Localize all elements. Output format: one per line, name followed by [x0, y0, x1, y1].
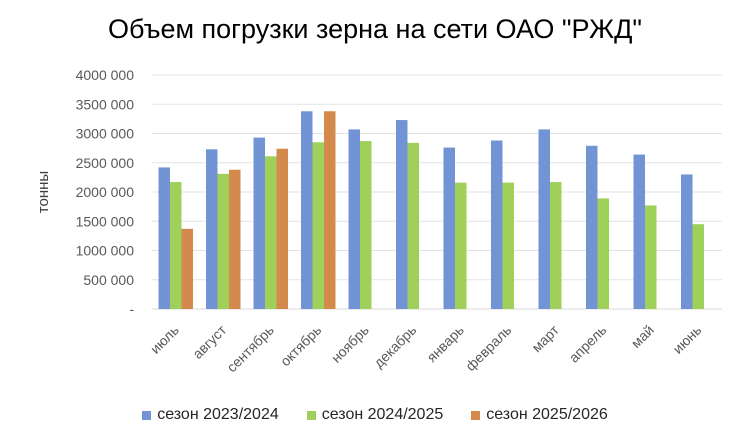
bar: [253, 137, 265, 309]
bar: [491, 140, 503, 309]
bar: [229, 169, 241, 309]
bar: [681, 174, 693, 309]
bar: [170, 182, 182, 309]
x-tick-label: июль: [147, 322, 182, 357]
y-tick-label: 2500 000: [76, 155, 135, 171]
bar: [692, 224, 704, 309]
x-tick-label: январь: [423, 322, 466, 365]
bar: [158, 167, 170, 309]
y-tick-label: 500 000: [83, 272, 134, 288]
y-tick-label: 1500 000: [76, 213, 135, 229]
legend-item: сезон 2024/2025: [306, 406, 444, 424]
bar: [633, 154, 645, 309]
bar: [502, 182, 514, 309]
legend-label: сезон 2025/2026: [486, 406, 608, 423]
x-tick-label: февраль: [462, 322, 514, 374]
y-tick-label: 3000 000: [76, 126, 135, 142]
bar: [396, 120, 408, 309]
bar: [597, 198, 609, 309]
bar: [348, 129, 360, 309]
bar: [324, 111, 336, 310]
bar: [312, 142, 324, 309]
legend-swatch: [142, 410, 152, 420]
x-tick-label: май: [628, 322, 657, 351]
x-tick-label: июнь: [669, 322, 704, 357]
bar: [538, 129, 550, 309]
bar: [360, 141, 372, 309]
bar: [550, 182, 562, 309]
legend-label: сезон 2023/2024: [157, 406, 279, 423]
chart-title: Объем погрузки зерна на сети ОАО "РЖД": [108, 14, 642, 44]
y-tick-label: 4000 000: [76, 67, 135, 83]
bar: [181, 228, 193, 309]
y-tick-label: 2000 000: [76, 184, 135, 200]
bar: [407, 142, 419, 309]
y-tick-label: 1000 000: [76, 243, 135, 259]
legend-label: сезон 2024/2025: [321, 406, 444, 423]
x-tick-label: август: [189, 321, 229, 361]
legend-item: сезон 2025/2026: [471, 406, 608, 424]
y-tick-label: -: [129, 301, 134, 317]
bar: [645, 205, 657, 309]
bar: [443, 147, 455, 309]
bar: [301, 111, 313, 310]
legend-item: сезон 2023/2024: [142, 406, 279, 424]
x-tick-label: декабрь: [370, 322, 419, 371]
bar: [586, 145, 598, 309]
bar: [217, 173, 229, 309]
x-tick-label: сентябрь: [223, 322, 276, 375]
y-tick-label: 3500 000: [76, 96, 135, 112]
x-tick-label: март: [528, 321, 562, 355]
bar: [276, 148, 288, 309]
legend-swatch: [306, 410, 316, 420]
legend-swatch: [471, 410, 481, 420]
x-tick-label: октябрь: [277, 322, 324, 369]
bar: [265, 156, 277, 309]
x-tick-label: апрель: [566, 322, 610, 366]
chart-legend: сезон 2023/2024 сезон 2024/2025 сезон 2025…: [0, 406, 750, 424]
x-tick-label: ноябрь: [328, 322, 372, 366]
y-axis-label: тонны: [35, 171, 52, 213]
bar: [455, 182, 467, 309]
bar: [206, 149, 218, 309]
